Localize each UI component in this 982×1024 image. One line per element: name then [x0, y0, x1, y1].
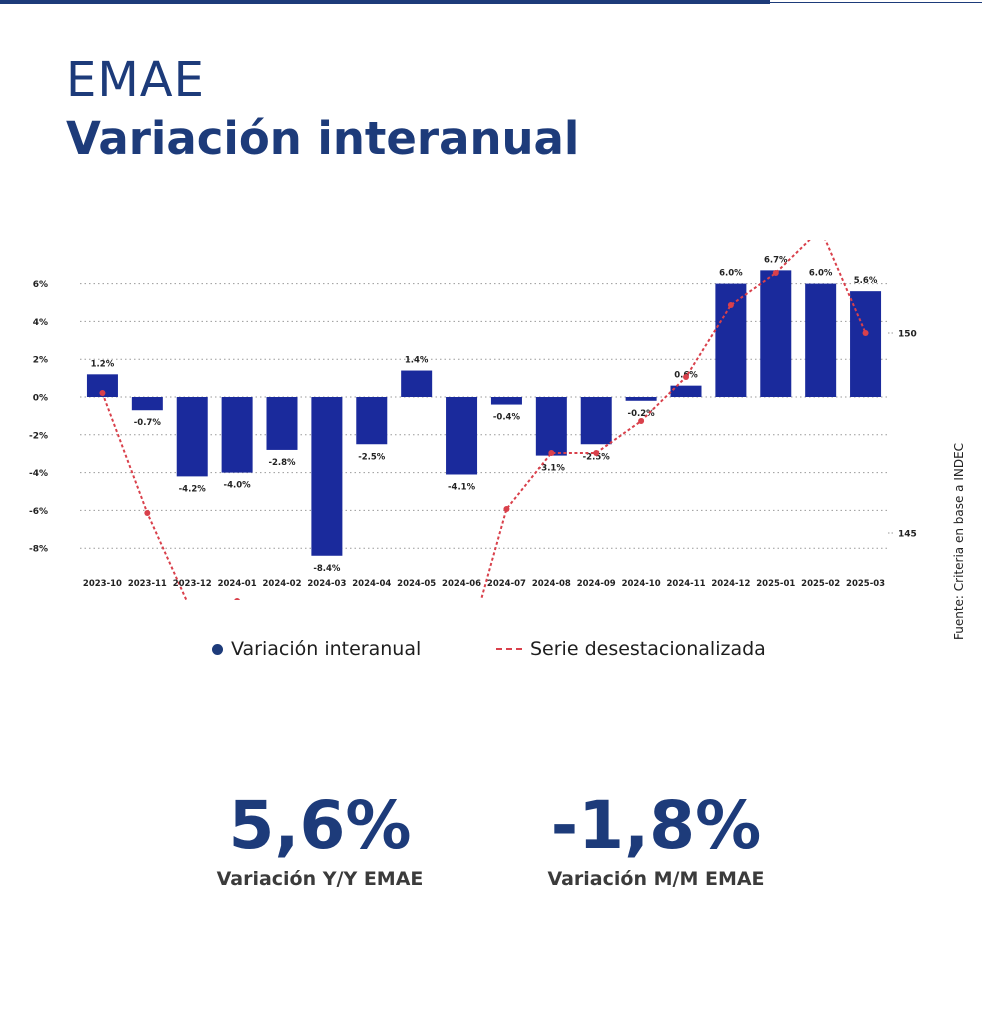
- bar-data-label: -2.5%: [358, 452, 386, 462]
- bar: [446, 397, 478, 475]
- bar: [176, 397, 208, 477]
- y-left-tick-label: 4%: [33, 318, 48, 328]
- bar: [805, 283, 837, 397]
- y-right-tick-label: 150: [898, 330, 917, 340]
- y-left-tick-label: -8%: [29, 545, 48, 555]
- stat-yoy-value: 5,6%: [228, 787, 412, 864]
- bar-data-label: -4.2%: [179, 484, 207, 494]
- bar-data-label: -8.4%: [313, 564, 341, 574]
- bar-data-label: -0.2%: [628, 409, 656, 419]
- x-tick-label: 2024-08: [532, 579, 571, 589]
- x-tick-label: 2024-06: [442, 579, 481, 589]
- bar-data-label: 6.0%: [719, 269, 743, 279]
- bar-data-label: 6.7%: [764, 255, 788, 265]
- bar-data-label: 1.4%: [405, 356, 429, 366]
- line-point: [727, 302, 734, 308]
- bar-data-label: 6.0%: [809, 269, 833, 279]
- x-tick-label: 2024-09: [577, 579, 616, 589]
- legend-label-bars: Variación interanual: [231, 638, 422, 660]
- bar-data-label: 5.6%: [854, 276, 878, 286]
- top-accent-line: [770, 2, 982, 3]
- x-tick-label: 2023-12: [173, 579, 212, 589]
- x-tick-label: 2025-03: [846, 579, 885, 589]
- stat-mom: -1,8% Variación M/M EMAE: [506, 786, 806, 890]
- bar-data-label: -0.7%: [134, 418, 162, 428]
- legend-label-line: Serie desestacionalizada: [530, 638, 766, 660]
- x-tick-label: 2024-05: [397, 579, 436, 589]
- line-point: [683, 374, 689, 380]
- legend-dot-icon: [212, 643, 223, 655]
- x-tick-label: 2024-07: [487, 579, 526, 589]
- x-tick-label: 2023-10: [83, 579, 122, 589]
- bar-data-label: -4.0%: [224, 481, 252, 491]
- line-point: [862, 330, 869, 336]
- x-tick-label: 2024-12: [711, 579, 750, 589]
- x-tick-label: 2024-10: [622, 579, 661, 589]
- line-point: [638, 418, 645, 424]
- line-point: [144, 510, 151, 516]
- bar: [86, 374, 118, 397]
- stat-yoy: 5,6% Variación Y/Y EMAE: [170, 786, 470, 890]
- x-tick-label: 2024-04: [352, 579, 391, 589]
- bar: [670, 385, 702, 397]
- line-point: [234, 598, 240, 600]
- page-title: EMAE: [66, 52, 205, 108]
- bar: [850, 291, 882, 397]
- y-left-tick-label: -2%: [29, 431, 48, 441]
- bar: [580, 397, 612, 445]
- line-point: [772, 270, 779, 276]
- bar-data-label: -2.5%: [583, 452, 611, 462]
- bar: [131, 397, 163, 411]
- emae-chart: 6%4%2%0%-2%-4%-6%-8%1501451401.2%-0.7%-4…: [29, 240, 917, 600]
- line-point: [593, 450, 600, 456]
- chart-legend: Variación interanual Serie desestacional…: [0, 638, 982, 664]
- bar: [356, 397, 388, 445]
- bar: [266, 397, 298, 450]
- x-tick-label: 2024-03: [307, 579, 346, 589]
- bar-data-label: -2.8%: [268, 458, 296, 468]
- line-point: [99, 390, 106, 396]
- line-point: [503, 506, 510, 512]
- y-left-tick-label: -6%: [29, 507, 48, 517]
- series-line-desestacionalizada: [101, 240, 867, 600]
- bar: [401, 370, 433, 397]
- stat-yoy-label: Variación Y/Y EMAE: [216, 868, 424, 890]
- source-note: Fuente: Criteria en base a INDEC: [952, 442, 966, 640]
- x-tick-label: 2025-02: [801, 579, 840, 589]
- x-tick-label: 2024-02: [262, 579, 301, 589]
- bar: [535, 397, 567, 456]
- x-tick-label: 2024-11: [666, 579, 705, 589]
- legend-item-line: Serie desestacionalizada: [496, 638, 766, 660]
- x-tick-label: 2024-01: [218, 579, 257, 589]
- bar-data-label: -3.1%: [538, 464, 566, 474]
- bar: [715, 283, 747, 397]
- y-left-tick-label: -4%: [29, 469, 48, 479]
- page-subtitle: Variación interanual: [66, 112, 580, 165]
- top-accent-bar: [0, 0, 770, 4]
- bar-data-label: -0.4%: [493, 413, 521, 423]
- bar: [490, 397, 522, 405]
- bar: [311, 397, 343, 556]
- stat-mom-label: Variación M/M EMAE: [547, 868, 765, 890]
- line-point: [548, 450, 555, 456]
- legend-item-bars: Variación interanual: [212, 638, 421, 660]
- bar: [625, 397, 657, 401]
- bar-data-label: -4.1%: [448, 482, 476, 492]
- x-tick-label: 2023-11: [128, 579, 167, 589]
- y-right-tick-label: 145: [898, 530, 917, 540]
- stat-mom-value: -1,8%: [550, 787, 762, 864]
- bar: [221, 397, 253, 473]
- y-left-tick-label: 6%: [33, 280, 48, 290]
- y-left-tick-label: 0%: [33, 394, 48, 404]
- y-left-tick-label: 2%: [33, 356, 48, 366]
- legend-dash-icon: [496, 648, 522, 650]
- bar-data-label: 1.2%: [91, 359, 115, 369]
- bar: [760, 270, 792, 397]
- x-tick-label: 2025-01: [756, 579, 795, 589]
